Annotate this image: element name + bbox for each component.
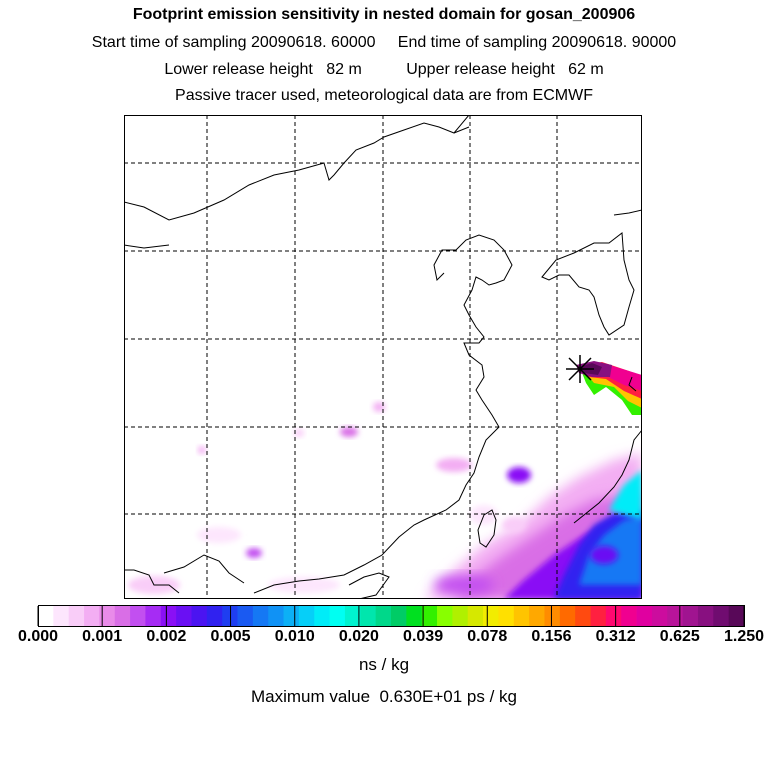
colorbar-swatch [329,606,346,626]
colorbar-tick-label: 0.005 [210,628,251,645]
colorbar-tick-label: 0.002 [146,628,187,645]
colorbar-tick-label: 0.078 [467,628,508,645]
colorbar-tick-label: 0.312 [595,628,636,645]
colorbar-swatch [406,606,423,626]
colorbar-swatch [467,606,484,626]
colorbar-tick-label: 0.010 [274,628,315,645]
colorbar-swatch [130,606,146,626]
colorbar [37,605,745,627]
colorbar-tick-label: 0.020 [338,628,379,645]
colorbar-swatch [99,606,116,626]
colorbar-swatch [237,606,254,626]
lat-lon-grid [124,115,642,599]
colorbar-swatch [421,606,438,626]
colorbar-swatch [68,606,85,626]
colorbar-swatch [84,606,100,626]
sampling-time-line: Start time of sampling 20090618. 60000 E… [91,34,677,51]
colorbar-swatch [621,606,637,626]
footprint-map [124,115,642,599]
colorbar-swatch [498,606,515,626]
colorbar-swatch [252,606,269,626]
colorbar-swatch [682,606,699,626]
map-frame [124,115,642,599]
colorbar-swatch [636,606,653,626]
colorbar-swatch [314,606,331,626]
colorbar-swatch [559,606,576,626]
colorbar-swatch [206,606,223,626]
colorbar-tick-label: 0.001 [82,628,123,645]
colorbar-swatch [697,606,714,626]
colorbar-swatch [176,606,192,626]
colorbar-swatches [38,606,745,626]
colorbar-swatch [114,606,131,626]
colorbar-units: ns / kg [358,655,410,674]
colorbar-swatch [360,606,377,626]
colorbar-tick-label: 0.039 [403,628,444,645]
release-height-line: Lower release height 82 m Upper release … [164,61,604,78]
colorbar-swatch [298,606,315,626]
colorbar-swatch [483,606,499,626]
colorbar-tick-label: 0.000 [17,628,59,645]
maximum-value-label: Maximum value 0.630E+01 ps / kg [251,687,517,706]
colorbar-frame [38,605,745,627]
colorbar-swatch [575,606,591,626]
colorbar-swatch [667,606,684,626]
colorbar-tick-label: 0.625 [659,628,700,645]
colorbar-swatch [452,606,469,626]
colorbar-swatch [268,606,284,626]
plot-title: Footprint emission sensitivity in nested… [132,6,636,23]
colorbar-swatch [38,606,54,626]
colorbar-swatch [529,606,545,626]
colorbar-swatch [605,606,622,626]
colorbar-swatch [590,606,607,626]
colorbar-swatch [544,606,561,626]
colorbar-swatch [391,606,407,626]
colorbar-swatch [713,606,730,626]
colorbar-swatch [651,606,668,626]
colorbar-swatch [344,606,361,626]
colorbar-tick-label: 0.156 [531,628,572,645]
coastlines [124,115,642,599]
colorbar-swatch [53,606,70,626]
footprint-field [128,361,642,599]
colorbar-swatch [375,606,392,626]
colorbar-swatch [728,606,745,626]
colorbar-swatch [145,606,162,626]
colorbar-swatch [437,606,453,626]
release-site-marker [566,355,594,383]
colorbar-swatch [513,606,530,626]
colorbar-swatch [191,606,208,626]
colorbar-swatch [283,606,300,626]
tracer-info-line: Passive tracer used, meteorological data… [175,87,593,104]
colorbar-tick-label: 1.250 [723,628,765,645]
colorbar-swatch [160,606,177,626]
